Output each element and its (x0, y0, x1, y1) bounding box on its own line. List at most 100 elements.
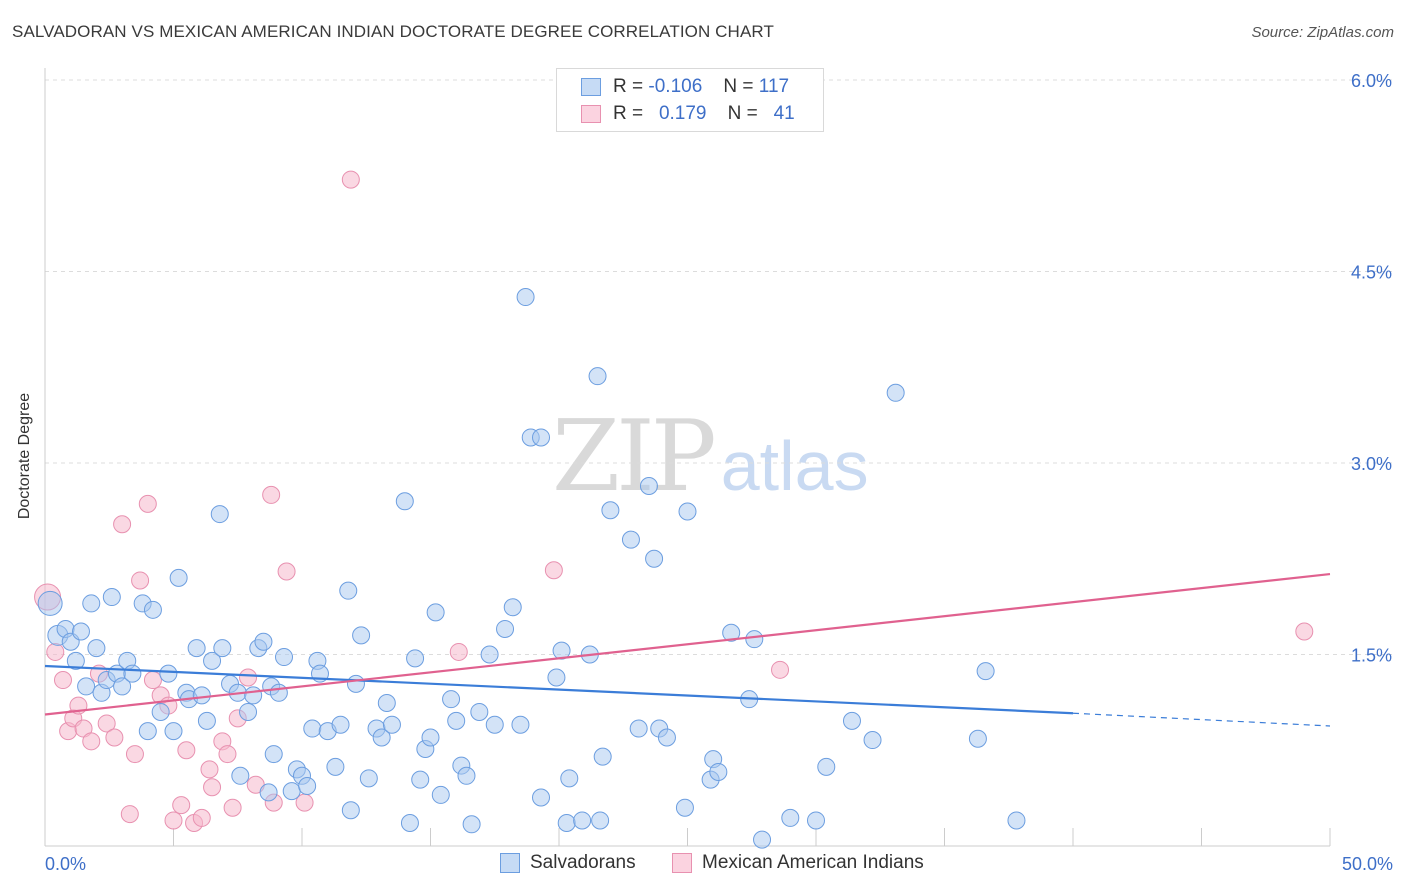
point-salvadoran (372, 728, 391, 747)
point-salvadoran (187, 639, 206, 658)
point-mexican-american-indian (218, 745, 237, 764)
point-salvadoran (77, 677, 96, 696)
point-salvadoran (645, 549, 664, 568)
series-swatch-pink (672, 853, 692, 873)
point-salvadoran (331, 715, 350, 734)
point-salvadoran (588, 367, 607, 386)
tick-labels: 1.5% 3.0% 4.5% 6.0% 0.0% 50.0% (45, 71, 1393, 874)
point-salvadoran (259, 783, 278, 802)
point-mexican-american-indian (164, 811, 183, 830)
point-salvadoran (842, 711, 861, 730)
point-mexican-american-indian (277, 562, 296, 581)
legend-n-label: N = (723, 76, 754, 97)
point-salvadoran (462, 815, 481, 834)
point-salvadoran (377, 694, 396, 713)
series-label-mexican-american-indians: Mexican American Indians (702, 852, 924, 873)
point-mexican-american-indian (46, 642, 65, 661)
point-salvadoran (601, 501, 620, 520)
point-salvadoran (485, 715, 504, 734)
legend-r-label: R = (613, 76, 644, 97)
legend-swatch-pink (581, 105, 601, 123)
point-salvadoran (113, 677, 132, 696)
point-salvadoran (511, 715, 530, 734)
correlation-legend: R = -0.106 N = 117 R = 0.179 N = 41 (556, 68, 824, 132)
point-salvadoran (341, 801, 360, 820)
x-tick-label: 0.0% (45, 854, 86, 874)
series-legend: Salvadorans Mexican American Indians (0, 852, 1406, 876)
point-salvadoran (709, 762, 728, 781)
point-salvadoran (303, 719, 322, 738)
point-salvadoran (82, 594, 101, 613)
point-salvadoran (552, 641, 571, 660)
point-salvadoran (968, 729, 987, 748)
point-salvadoran (203, 651, 222, 670)
points-mexican-american-indians (34, 170, 1314, 833)
point-mexican-american-indian (449, 642, 468, 661)
point-salvadoran (282, 782, 301, 801)
point-salvadoran (532, 788, 551, 807)
trend-line-salvadorans-extension (1072, 712, 1331, 727)
point-salvadoran (244, 686, 263, 705)
source-label: Source: ZipAtlas.com (1251, 24, 1394, 41)
point-salvadoran (102, 588, 121, 607)
point-salvadoran (400, 814, 419, 833)
point-salvadoran (151, 702, 170, 721)
legend-r-label: R = (613, 103, 644, 124)
series-swatch-blue (500, 853, 520, 873)
point-salvadoran (275, 648, 294, 667)
point-salvadoran (639, 476, 658, 495)
point-mexican-american-indian (125, 745, 144, 764)
point-salvadoran (406, 649, 425, 668)
point-salvadoran (480, 645, 499, 664)
y-tick-label: 1.5% (1351, 646, 1392, 666)
point-salvadoran (159, 664, 178, 683)
point-salvadoran (138, 722, 157, 741)
point-salvadoran (621, 530, 640, 549)
point-salvadoran (447, 711, 466, 730)
point-salvadoran (745, 630, 764, 649)
point-salvadoran (547, 668, 566, 687)
point-salvadoran (197, 711, 216, 730)
x-tick-label: 50.0% (1342, 854, 1393, 874)
point-salvadoran (591, 811, 610, 830)
point-mexican-american-indian (172, 796, 191, 815)
point-salvadoran (573, 811, 592, 830)
point-salvadoran (496, 619, 515, 638)
point-salvadoran (123, 664, 142, 683)
point-salvadoran (457, 766, 476, 785)
point-salvadoran (66, 651, 85, 670)
point-mexican-american-indian (97, 714, 116, 733)
point-mexican-american-indian (53, 671, 72, 690)
point-mexican-american-indian (262, 485, 281, 504)
point-salvadoran (722, 623, 741, 642)
point-salvadoran (210, 505, 229, 524)
point-salvadoran (503, 598, 522, 617)
point-salvadoran (442, 690, 461, 709)
point-mexican-american-indian (192, 808, 211, 827)
point-salvadoran (976, 662, 995, 681)
point-mexican-american-indian (143, 671, 162, 690)
point-mexican-american-indian (82, 732, 101, 751)
series-legend-mexican-american-indians: Mexican American Indians (672, 852, 924, 874)
y-tick-label: 3.0% (1351, 454, 1392, 474)
point-salvadoran (411, 770, 430, 789)
point-salvadoran (346, 674, 365, 693)
point-salvadoran (886, 383, 905, 402)
point-salvadoran (532, 428, 551, 447)
point-salvadoran (753, 830, 772, 849)
point-salvadoran (560, 769, 579, 788)
point-mexican-american-indian (177, 741, 196, 760)
point-salvadoran (807, 811, 825, 830)
point-mexican-american-indian (120, 805, 139, 824)
legend-row-salvadorans: R = -0.106 N = 117 (581, 75, 789, 99)
point-salvadoran (213, 639, 232, 658)
point-mexican-american-indian (203, 778, 222, 797)
point-salvadoran (352, 626, 371, 645)
point-salvadoran (395, 492, 414, 511)
axes (44, 68, 1331, 847)
point-mexican-american-indian (131, 571, 150, 590)
point-salvadoran (863, 731, 882, 750)
point-salvadoran (231, 766, 250, 785)
legend-swatch-blue (581, 78, 601, 96)
